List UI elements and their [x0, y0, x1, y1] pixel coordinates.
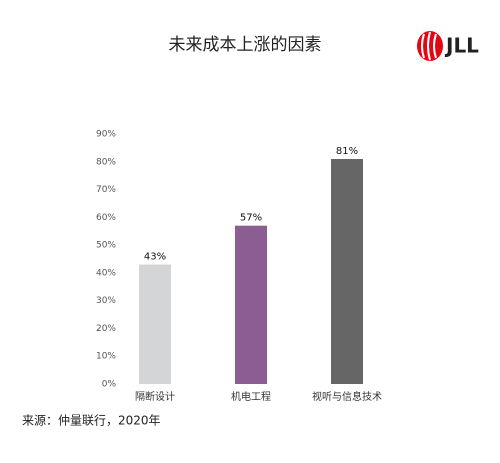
y-tick-label: 40% [96, 268, 116, 278]
y-tick-label: 50% [96, 241, 116, 251]
value-label: 43% [144, 252, 166, 263]
x-tick-label: 隔断设计 [135, 390, 175, 403]
y-tick-label: 30% [96, 296, 116, 306]
bar [331, 159, 363, 384]
source: 来源：仲量联行，2020年 [22, 414, 161, 428]
value-label: 57% [240, 213, 262, 224]
logo: JLL [417, 31, 479, 61]
chart-title: 未来成本上涨的因素 [169, 35, 322, 55]
y-tick-label: 0% [102, 380, 117, 390]
bar [139, 264, 171, 384]
value-label: 81% [336, 146, 358, 157]
y-tick-label: 80% [96, 157, 116, 167]
bar [235, 225, 267, 384]
y-tick-label: 10% [96, 352, 116, 362]
y-tick-label: 70% [96, 185, 116, 195]
logo-stripes [421, 31, 437, 61]
x-tick-label: 机电工程 [231, 390, 271, 403]
x-tick-label: 视听与信息技术 [312, 390, 382, 403]
y-tick-label: 90% [96, 130, 116, 140]
y-tick-label: 60% [96, 213, 116, 223]
y-tick-label: 20% [96, 324, 116, 334]
logo-text: JLL [444, 34, 479, 58]
